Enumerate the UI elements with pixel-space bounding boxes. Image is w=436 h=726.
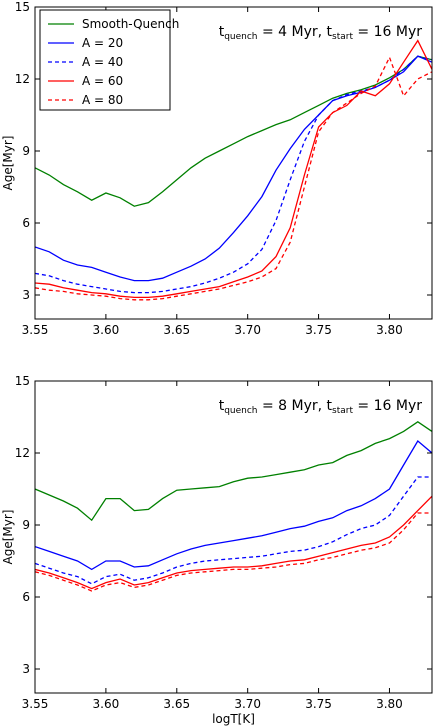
legend-label-3: A = 40: [82, 55, 123, 69]
series-line-3: [35, 55, 432, 294]
x-tick-label: 3.70: [234, 323, 261, 337]
x-tick-label: 3.60: [93, 697, 120, 711]
y-tick-label: 9: [22, 518, 30, 532]
series-line-1: [35, 421, 432, 522]
x-tick-label: 3.55: [22, 323, 49, 337]
y-axis-label: Age[Myr]: [1, 136, 15, 191]
series-line-4: [35, 39, 432, 299]
annotation-part-t2: t: [327, 24, 333, 40]
panel-annotation: tquench = 4 Myr, tstart = 16 Myr: [219, 24, 423, 42]
annotation-part-t2: t: [327, 398, 333, 414]
y-tick-label: 12: [15, 72, 30, 86]
annotation-part-t1: t: [219, 24, 225, 40]
x-tick-label: 3.70: [234, 697, 261, 711]
series-line-3: [35, 476, 432, 585]
panel-annotation: tquench = 8 Myr, tstart = 16 Myr: [219, 398, 423, 416]
annotation-part-s2: start: [332, 32, 353, 42]
y-tick-label: 9: [22, 144, 30, 158]
y-tick-label: 12: [15, 446, 30, 460]
plot-frame: [34, 380, 433, 694]
series-line-5: [35, 55, 432, 301]
series-line-4: [35, 495, 432, 590]
x-axis-label: logT[K]: [212, 712, 255, 726]
annotation-part-v1: = 4 Myr,: [258, 24, 327, 40]
legend-box: [39, 9, 171, 111]
y-tick-label: 15: [15, 0, 30, 14]
x-tick-label: 3.60: [93, 323, 120, 337]
y-tick-label: 3: [22, 288, 30, 302]
legend-label-4: A = 60: [82, 74, 123, 88]
series-group: [35, 421, 432, 592]
y-axis-label: Age[Myr]: [1, 510, 15, 565]
x-tick-label: 3.55: [22, 697, 49, 711]
x-tick-label: 3.65: [163, 697, 190, 711]
legend: Smooth-Quench A = 20 A = 40 A = 60 A = 80: [39, 9, 179, 111]
series-group: [35, 39, 432, 301]
legend-label-5: A = 80: [82, 93, 123, 107]
x-tick-label: 3.65: [163, 323, 190, 337]
x-tick-label: 3.75: [305, 323, 332, 337]
chart-panel-1: 3.55 3.60 3.65 3.70 3.75 3.80 3 6 9 12 15 Age[Myr] t…: [1, 0, 433, 337]
annotation-part-s1: quench: [224, 406, 257, 416]
y-tick-label: 6: [22, 590, 30, 604]
x-tick-label: 3.80: [376, 323, 403, 337]
series-line-2: [35, 440, 432, 571]
series-line-1: [35, 55, 432, 207]
annotation-part-v1: = 8 Myr,: [258, 398, 327, 414]
annotation-part-t1: t: [219, 398, 225, 414]
y-tick-label: 15: [15, 374, 30, 388]
y-tick-label: 6: [22, 216, 30, 230]
legend-label-2: A = 20: [82, 36, 123, 50]
chart-panel-2: 3.55 3.60 3.65 3.70 3.75 3.80 3 6 9 12 15 Age[Myr] l…: [1, 374, 433, 726]
annotation-part-s2: start: [332, 406, 353, 416]
annotation-part-s1: quench: [224, 32, 257, 42]
x-tick-label: 3.75: [305, 697, 332, 711]
y-tick-label: 3: [22, 662, 30, 676]
plot-frame: [34, 6, 433, 320]
series-line-5: [35, 512, 432, 592]
x-tick-label: 3.80: [376, 697, 403, 711]
annotation-part-v2: = 16 Myr: [353, 24, 422, 40]
series-line-2: [35, 55, 432, 282]
annotation-part-v2: = 16 Myr: [353, 398, 422, 414]
legend-label-1: Smooth-Quench: [82, 17, 179, 31]
